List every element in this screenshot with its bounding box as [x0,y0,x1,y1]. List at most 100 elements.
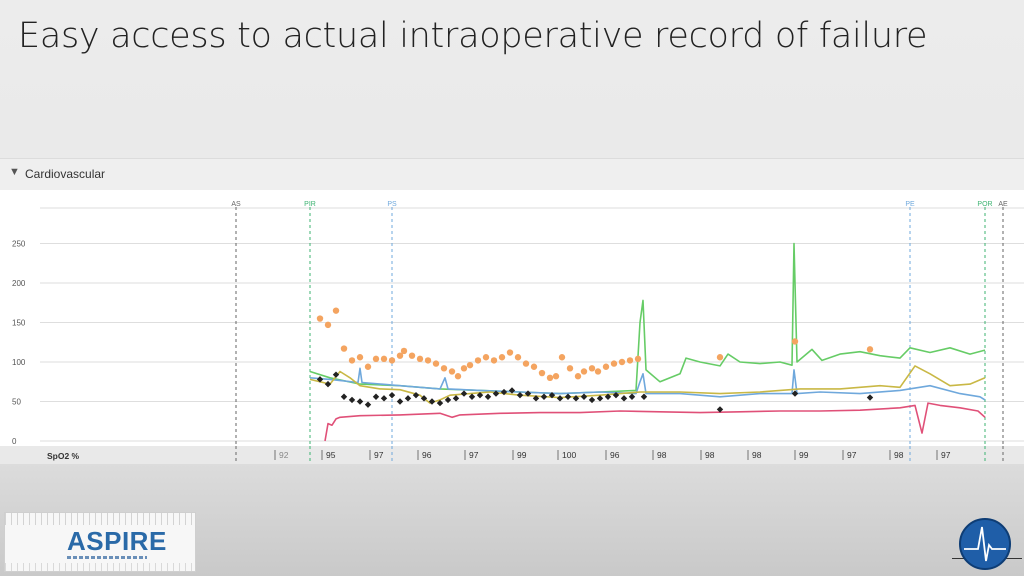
cardiovascular-panel-header[interactable]: ▼ Cardiovascular [0,158,1024,191]
data-point [424,357,432,364]
chart-svg: 0 50 100 150 200 250 AS PIR PS PE POR AE SpO2 % 92 95 9… [0,201,1024,464]
data-point [416,355,424,363]
data-point [396,352,404,359]
logo-subtitle-decoration [67,556,147,559]
data-point [460,365,468,372]
spo2-value: 97 [469,450,479,460]
spo2-value: 99 [517,450,527,460]
data-point-diamond [548,391,556,399]
data-point [440,365,448,372]
data-point-diamond [380,395,388,402]
data-point-diamond [866,394,874,401]
y-tick-label: 0 [12,437,17,446]
data-point-diamond [436,399,444,407]
data-point-diamond [332,371,340,378]
series-line-3 [324,402,986,442]
event-marker-label: PS [387,201,397,208]
spo2-value: 97 [941,450,951,460]
data-point-diamond [460,390,468,397]
data-point-diamond [404,395,412,402]
data-point [588,365,596,372]
data-point-diamond [444,396,452,404]
data-point [408,352,416,359]
data-point [482,354,490,361]
data-point-diamond [620,395,628,402]
spo2-value: 98 [657,450,667,460]
data-point-diamond [372,393,380,400]
spo2-value: 97 [374,450,384,460]
data-point [522,360,530,367]
data-point [348,357,356,364]
y-tick-label: 50 [12,398,21,407]
data-point [626,357,634,364]
spo2-value: 98 [752,450,762,460]
event-marker-label: POR [977,201,992,208]
series-line-1 [309,367,986,401]
data-point [618,358,626,366]
data-point-diamond [428,398,436,405]
data-point-diamond [628,393,636,400]
data-point [388,357,396,364]
data-point-diamond [484,393,492,400]
spo2-value: 92 [279,450,289,460]
data-point-diamond [324,380,332,388]
spo2-value: 97 [847,450,857,460]
data-point [716,354,724,361]
data-point [791,338,799,345]
data-point-diamond [396,398,404,405]
data-point-diamond [604,393,612,400]
data-point-diamond [556,395,564,402]
spo2-value: 99 [799,450,809,460]
data-point [866,346,874,353]
data-point-diamond [388,391,396,399]
data-point-diamond [348,396,356,404]
event-marker-label: PIR [304,201,316,208]
data-point [448,368,456,375]
data-point [594,368,602,375]
data-point-diamond [508,387,516,394]
logo-ruler-decoration-bottom [5,563,195,571]
data-point [400,347,408,355]
data-point-diamond [340,393,348,400]
data-point-diamond [492,390,500,397]
data-point-diamond [516,391,524,399]
data-point-diamond [476,391,484,399]
spo2-value: 96 [610,450,620,460]
data-point [574,373,582,380]
y-tick-label: 250 [12,240,26,249]
data-point-diamond [540,393,548,400]
data-point [634,355,642,363]
chevron-down-icon[interactable]: ▼ [9,166,20,178]
data-point-diamond [612,391,620,399]
logo-ruler-decoration [5,513,195,525]
data-point-diamond [596,395,604,402]
spo2-value: 98 [894,450,904,460]
data-point [530,363,538,370]
spo2-value: 96 [422,450,432,460]
data-point [566,365,574,372]
spo2-value: 98 [705,450,715,460]
data-point-diamond [532,395,540,402]
y-tick-label: 100 [12,358,26,367]
data-point [372,355,380,363]
data-point [558,354,566,361]
data-point [466,361,474,369]
data-point [380,355,388,363]
data-point-diamond [791,390,799,397]
data-point-diamond [564,393,572,400]
data-point [454,373,462,380]
data-point [538,369,546,377]
data-point-diamond [640,393,648,400]
data-point [340,345,348,352]
event-marker-label: AE [998,201,1008,208]
heartbeat-logo-icon [959,518,1011,570]
data-point-diamond [356,398,364,405]
data-point [356,354,364,361]
data-point-diamond [500,388,508,396]
y-tick-label: 200 [12,279,26,288]
data-point [490,357,498,364]
data-point [546,374,554,381]
spo2-band [0,446,1024,464]
event-marker-label: PE [905,201,915,208]
slide-title: Easy access to actual intraoperative rec… [18,16,928,56]
